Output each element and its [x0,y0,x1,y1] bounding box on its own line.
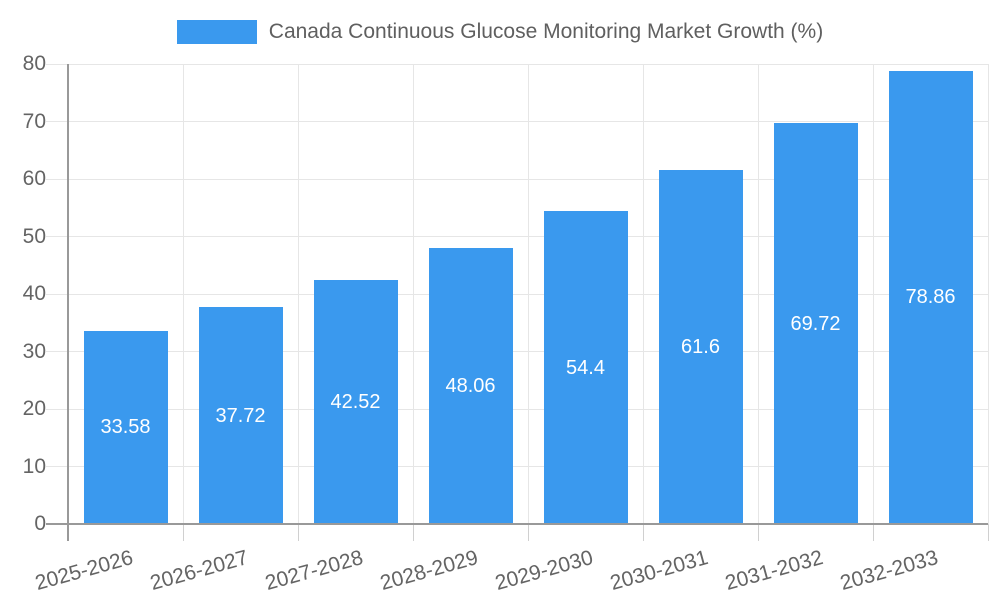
bar[interactable]: 78.86 [888,70,973,524]
y-axis-tick-label: 70 [22,109,46,133]
bar-value-label: 54.4 [566,356,605,379]
bar[interactable]: 37.72 [198,307,283,524]
gridline-vertical [297,64,299,524]
x-axis-category-label: 2025-2026 [32,546,136,596]
gridline-horizontal [46,351,988,352]
legend-label: Canada Continuous Glucose Monitoring Mar… [268,20,824,43]
gridline-vertical [182,64,184,524]
bar[interactable]: 33.58 [83,330,168,524]
gridline-horizontal [46,466,988,467]
legend-swatch [176,20,257,44]
x-axis-category-label: 2026-2027 [147,546,251,596]
gridline-vertical [757,64,759,524]
bar[interactable]: 69.72 [773,123,858,524]
bar[interactable]: 54.4 [543,211,628,524]
bar-value-label: 69.72 [790,312,841,335]
gridline-vertical [987,64,989,524]
gridline-horizontal [46,236,988,237]
y-axis-line [67,64,69,541]
y-axis-tick-label: 80 [22,52,46,75]
bar-value-label: 78.86 [905,286,956,309]
x-axis-tick-mark [757,524,759,541]
x-axis-tick-mark [412,524,414,541]
legend: Canada Continuous Glucose Monitoring Mar… [0,19,1000,45]
x-axis-category-label: 2032-2033 [837,546,941,596]
x-axis-category-label: 2027-2028 [262,546,366,596]
x-axis-tick-mark [642,524,644,541]
y-axis-tick-label: 20 [22,397,46,420]
y-axis-tick-label: 0 [34,512,46,535]
gridline-horizontal [46,293,988,295]
x-axis-category-label: 2031-2032 [722,546,826,596]
x-axis-tick-mark [297,524,299,541]
x-axis-category-label: 2030-2031 [607,546,711,596]
gridline-vertical [872,64,874,524]
bar-value-label: 37.72 [215,404,266,427]
y-axis-tick-label: 60 [22,167,46,190]
x-axis-tick-mark [872,524,874,541]
x-axis-tick-mark [527,524,529,541]
y-axis-tick-label: 30 [22,339,46,363]
legend-item[interactable]: Canada Continuous Glucose Monitoring Mar… [176,20,824,44]
bar-value-label: 48.06 [445,374,496,397]
bar[interactable]: 42.52 [313,279,398,524]
y-axis-tick-label: 10 [22,454,46,478]
gridline-vertical [642,64,644,524]
bar[interactable]: 61.6 [658,169,743,524]
bar-value-label: 61.6 [681,335,720,358]
y-axis-tick-label: 40 [22,282,46,305]
x-axis-line [46,523,988,525]
gridline-horizontal [46,178,988,180]
x-axis-tick-mark [987,524,989,541]
bar-value-label: 33.58 [100,416,151,439]
gridline-horizontal [46,121,988,122]
gridline-vertical [527,64,529,524]
gridline-horizontal [46,63,988,65]
bar[interactable]: 48.06 [428,247,513,524]
x-axis-tick-mark [182,524,184,541]
gridline-horizontal [46,408,988,410]
plot-area: 0 10 20 30 40 50 60 70 80 33.58 37.72 42.52 48.06 54.… [23,52,989,595]
y-axis-tick-label: 50 [22,224,46,248]
bar-value-label: 42.52 [330,390,381,413]
gridline-vertical [412,64,414,524]
x-axis-category-label: 2029-2030 [492,546,596,596]
x-axis-category-label: 2028-2029 [377,546,481,596]
